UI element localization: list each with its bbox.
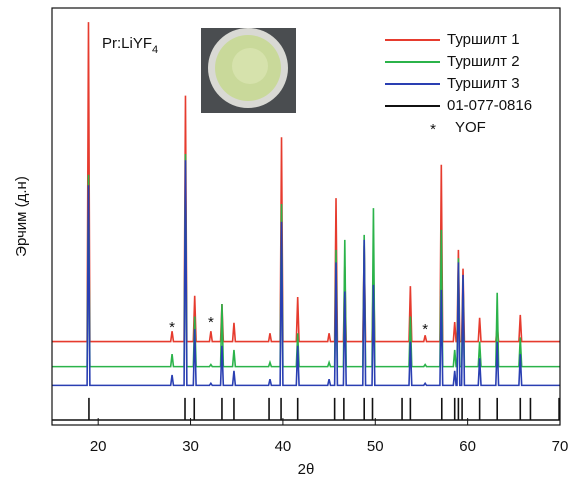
y-axis-label: Эрчим (д.н) bbox=[13, 176, 30, 257]
x-tick-label: 30 bbox=[182, 438, 199, 455]
annotation: * bbox=[422, 321, 428, 338]
x-tick-label: 70 bbox=[552, 438, 569, 455]
sample-label-subscript: 4 bbox=[152, 44, 158, 56]
legend-label: Туршилт 3 bbox=[447, 75, 520, 92]
legend-symbol: * bbox=[430, 121, 436, 138]
x-tick-label: 50 bbox=[367, 438, 384, 455]
x-axis-label: 2θ bbox=[298, 461, 315, 478]
legend-label: Туршилт 2 bbox=[447, 53, 520, 70]
x-tick-label: 60 bbox=[459, 438, 476, 455]
inset-photo bbox=[201, 28, 296, 113]
plot-frame bbox=[51, 7, 561, 426]
sample-label-text: Pr:LiYF bbox=[102, 35, 152, 52]
series-line bbox=[52, 160, 560, 387]
legend-label: YOF bbox=[455, 119, 486, 136]
sample-label: Pr:LiYF4 bbox=[102, 35, 158, 56]
x-tick-label: 40 bbox=[275, 438, 292, 455]
legend-label: 01-077-0816 bbox=[447, 97, 532, 114]
annotation: * bbox=[169, 319, 175, 336]
x-tick-label: 20 bbox=[90, 438, 107, 455]
annotation: * bbox=[208, 314, 214, 331]
legend-label: Туршилт 1 bbox=[447, 31, 520, 48]
